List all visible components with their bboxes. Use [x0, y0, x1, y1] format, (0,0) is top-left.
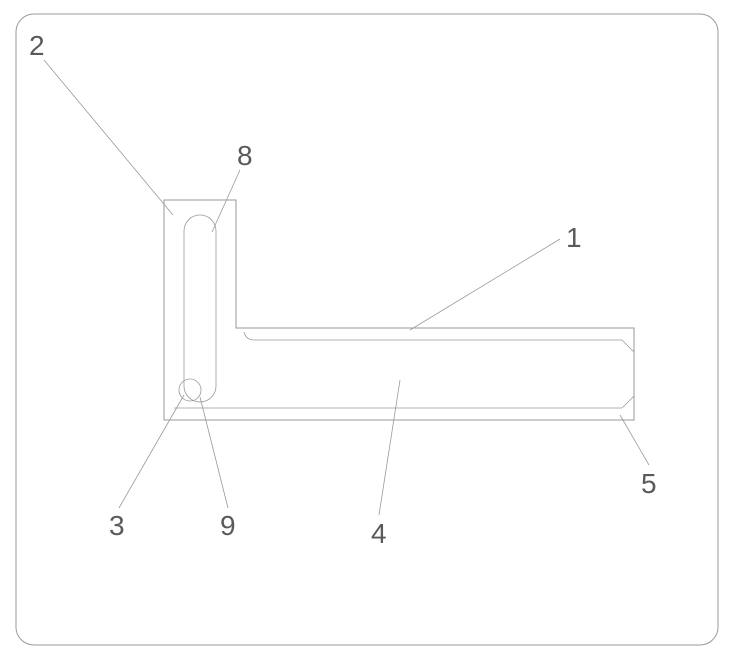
diagram-svg [0, 0, 734, 662]
callout-label-2: 2 [29, 30, 45, 62]
callout-label-1: 1 [566, 222, 582, 254]
callout-label-9: 9 [220, 510, 236, 542]
callout-label-5: 5 [641, 468, 657, 500]
callout-label-8: 8 [237, 140, 253, 172]
callout-label-4: 4 [371, 518, 387, 550]
callout-label-3: 3 [109, 510, 125, 542]
diagram-container: 1 2 3 4 5 8 9 [0, 0, 734, 662]
